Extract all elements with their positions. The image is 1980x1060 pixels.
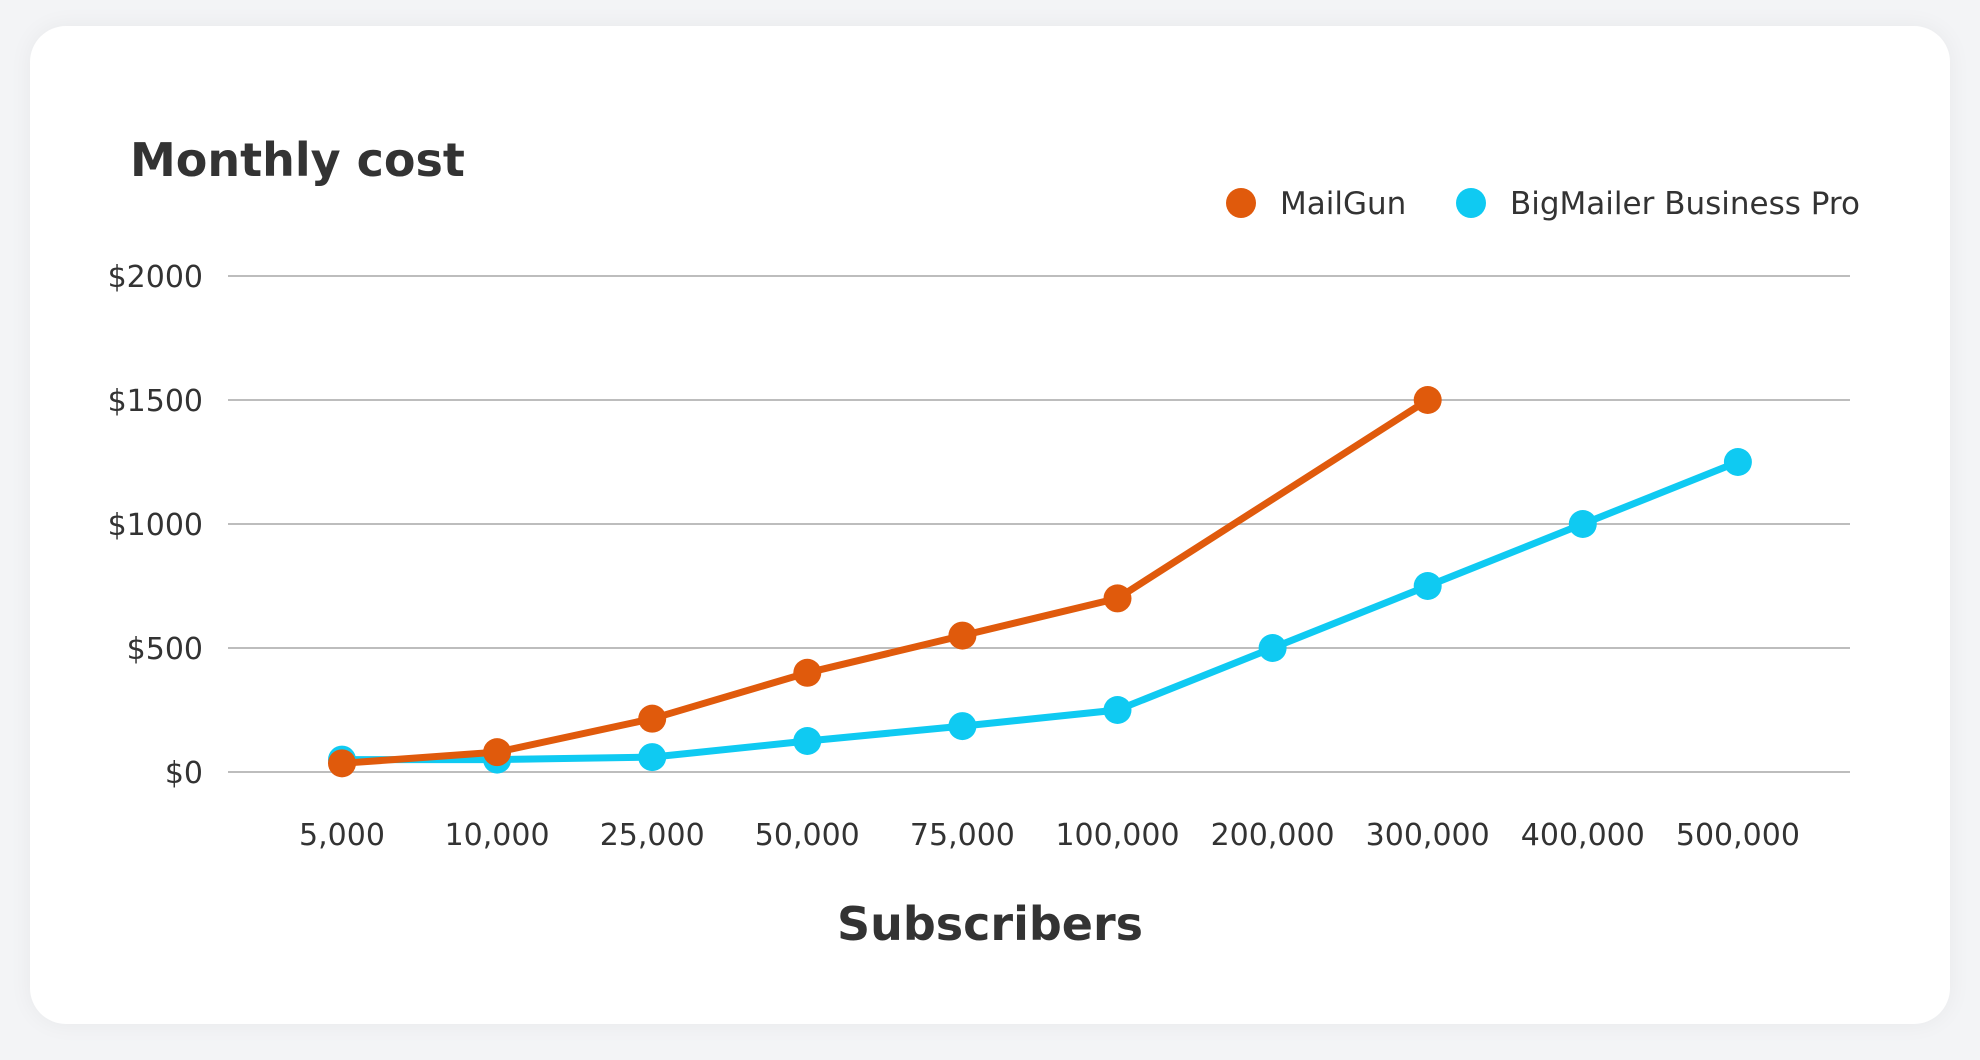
y-axis-ticks: $0 $500 $1000 $1500 $2000 [108,260,203,791]
x-tick-label: 200,000 [1211,818,1335,853]
x-axis-label: Subscribers [837,897,1143,951]
legend-label-mailgun: MailGun [1280,186,1406,222]
legend-marker-bigmailer [1456,188,1486,218]
data-point-mailgun [483,738,512,767]
data-point-mailgun [638,704,667,733]
data-point-bigmailer-business-pro [1103,696,1132,724]
legend-marker-mailgun [1226,188,1256,218]
y-tick-label: $1500 [108,384,203,419]
y-tick-label: $2000 [108,260,203,295]
series-mailgun [328,386,1442,778]
legend-label-bigmailer: BigMailer Business Pro [1510,186,1860,222]
data-point-bigmailer-business-pro [793,727,822,755]
y-tick-label: $0 [165,756,203,791]
x-axis-ticks: 5,000 10,000 25,000 50,000 75,000 100,000 200,… [299,818,1800,853]
series-bigmailer-business-pro [328,448,1752,774]
chart-title: Monthly cost [130,133,465,187]
series-line-bigmailer-business-pro [338,458,1742,764]
x-tick-label: 5,000 [299,818,385,853]
x-tick-label: 50,000 [755,818,860,853]
grid-lines [228,275,1850,773]
x-tick-label: 400,000 [1521,818,1645,853]
data-point-bigmailer-business-pro [638,743,667,772]
data-point-mailgun [1103,584,1132,613]
series-line-mailgun [338,396,1432,767]
y-tick-label: $1000 [108,508,203,543]
data-point-mailgun [328,749,356,778]
data-point-bigmailer-business-pro [948,712,977,741]
data-point-mailgun [948,621,977,650]
series-layer [328,386,1752,778]
data-point-bigmailer-business-pro [1723,448,1752,476]
x-tick-label: 25,000 [600,818,705,853]
data-point-bigmailer-business-pro [1568,510,1597,538]
data-point-mailgun [793,658,822,687]
y-tick-label: $500 [127,632,203,667]
x-tick-label: 10,000 [445,818,550,853]
x-tick-label: 75,000 [910,818,1015,853]
x-tick-label: 100,000 [1055,818,1179,853]
x-tick-label: 300,000 [1366,818,1490,853]
data-point-bigmailer-business-pro [1258,634,1287,662]
data-point-bigmailer-business-pro [1413,572,1442,600]
x-tick-label: 500,000 [1676,818,1800,853]
legend: MailGun BigMailer Business Pro [1226,186,1860,222]
data-point-mailgun [1413,386,1442,414]
